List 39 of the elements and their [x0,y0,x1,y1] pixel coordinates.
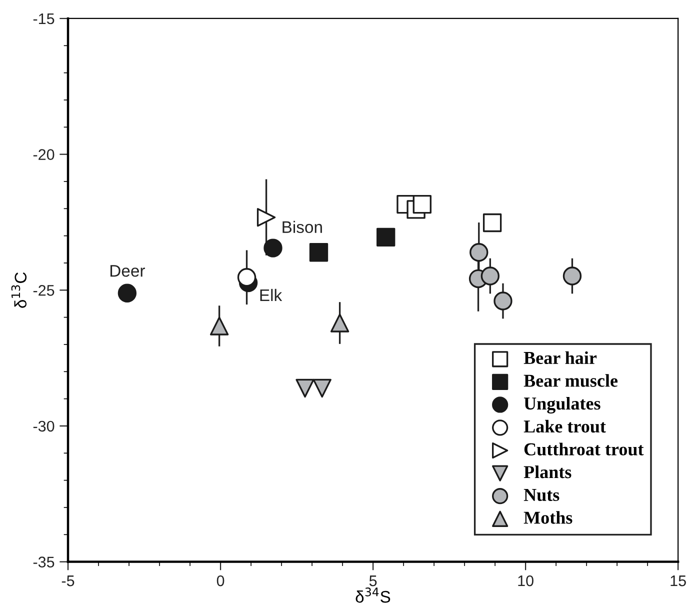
point [210,316,229,336]
point [309,243,328,262]
point [264,238,282,258]
point [237,268,256,287]
legend-label: Lake trout [524,420,606,433]
legend-label: Plants [524,466,572,478]
point [470,243,488,262]
legend-label: Moths [524,511,572,524]
point [330,314,350,332]
y-tick-label: -25 [33,285,54,296]
point [312,378,332,398]
legend-label: Bear muscle [524,374,618,387]
legend-label: Ungulates [524,396,600,414]
annotation: Deer [110,265,145,277]
annotation: Bison [282,220,322,234]
point [482,213,502,232]
annotation: Elk [260,288,282,301]
y-tick-label: -20 [33,149,54,160]
point [118,284,137,302]
y-tick-label: -15 [33,14,54,24]
x-axis-title: δ$^{34}$S [356,588,390,603]
point [296,378,314,398]
point [562,266,582,286]
point [412,194,432,214]
point [376,228,396,247]
point [480,266,500,286]
point [256,208,276,227]
x-tick-label: 0 [216,575,224,586]
y-axis-title: δ$^{13}$C [11,272,27,308]
legend-label: Cutthroat trout [524,442,644,456]
x-tick-label: 5 [369,576,377,586]
y-tick-label: -35 [33,556,54,568]
legend-label: Nuts [524,489,560,502]
legend-label: Bear hair [524,351,597,364]
x-tick-label: 15 [670,576,686,586]
point [494,292,512,310]
x-tick-label: -5 [62,576,74,586]
y-tick-label: -30 [33,420,54,432]
x-tick-label: 10 [518,575,534,586]
